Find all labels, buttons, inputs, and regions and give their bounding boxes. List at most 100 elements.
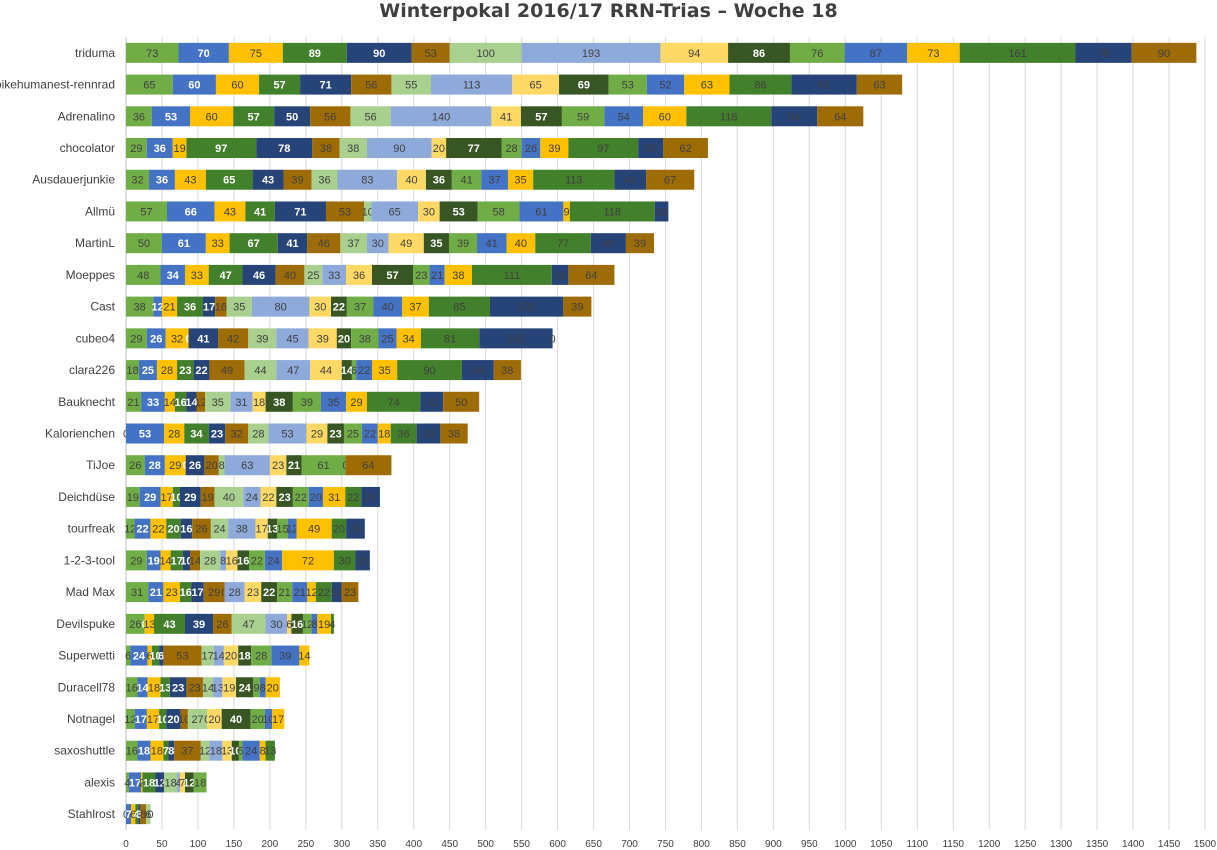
data-label: 18 bbox=[126, 365, 138, 377]
data-label: 21 bbox=[288, 460, 300, 472]
bar-segment bbox=[307, 233, 341, 254]
data-label: 26 bbox=[129, 619, 141, 631]
bar-segment bbox=[226, 296, 252, 317]
bar-segment bbox=[686, 106, 772, 127]
data-label: 4 bbox=[175, 777, 181, 789]
bar-segment bbox=[336, 328, 352, 349]
bar-segment bbox=[315, 582, 332, 603]
data-label: 53 bbox=[425, 48, 437, 60]
data-label: 27 bbox=[191, 714, 203, 726]
bar-segment bbox=[276, 360, 311, 381]
x-tick-label: 900 bbox=[765, 839, 782, 850]
bar-segment bbox=[638, 138, 664, 159]
data-label: 20 bbox=[338, 333, 350, 345]
chart-title: Winterpokal 2016/17 RRN-Trias – Woche 18 bbox=[379, 0, 838, 22]
bar-segment bbox=[209, 740, 223, 761]
bar-segment bbox=[248, 423, 269, 444]
bar-segment bbox=[146, 328, 166, 349]
bar-segment bbox=[186, 391, 197, 412]
data-label: 40 bbox=[405, 175, 417, 187]
bar-segment bbox=[215, 296, 227, 317]
bar-segment bbox=[166, 708, 181, 729]
bar-segment bbox=[250, 708, 265, 729]
bar-segment bbox=[150, 518, 167, 539]
data-label: 40 bbox=[515, 238, 527, 250]
bar-segment bbox=[343, 423, 362, 444]
data-label: 26 bbox=[349, 524, 361, 536]
bar-segment bbox=[446, 138, 502, 159]
data-label: 29 bbox=[208, 587, 220, 599]
bar-segment bbox=[126, 613, 145, 634]
bar-segment bbox=[223, 645, 239, 666]
data-label: 20 bbox=[310, 492, 322, 504]
bar-segment bbox=[137, 677, 148, 698]
bar-segment bbox=[164, 423, 185, 444]
category-label: triduma bbox=[75, 46, 115, 60]
data-label: 10 bbox=[157, 714, 169, 726]
bar-segment bbox=[302, 613, 312, 634]
bar-segment bbox=[663, 138, 708, 159]
data-label: 61 bbox=[317, 460, 329, 472]
data-label: 23 bbox=[172, 682, 184, 694]
bar-segment bbox=[242, 740, 260, 761]
data-label: 13 bbox=[159, 682, 171, 694]
data-label: 86 bbox=[753, 48, 765, 60]
data-label: 4 bbox=[134, 809, 141, 821]
data-label: 73 bbox=[927, 48, 939, 60]
bar-segment bbox=[139, 486, 161, 507]
data-label: 23 bbox=[179, 365, 191, 377]
data-label: 62 bbox=[680, 143, 692, 155]
bar-segment bbox=[331, 296, 347, 317]
data-label: 26 bbox=[189, 460, 201, 472]
data-label: 8 bbox=[219, 460, 225, 472]
data-label: 36 bbox=[154, 143, 166, 155]
bar-segment bbox=[214, 201, 246, 222]
data-label: 57 bbox=[386, 270, 398, 282]
data-label: 53 bbox=[622, 80, 634, 92]
data-label: 19 bbox=[223, 682, 235, 694]
bar-segment bbox=[148, 582, 164, 603]
data-label: 57 bbox=[273, 80, 285, 92]
bar-segment bbox=[430, 74, 513, 95]
data-label: 6 bbox=[130, 809, 136, 821]
bar-segment bbox=[203, 582, 225, 603]
data-label: 12 bbox=[152, 302, 164, 314]
bar-segment bbox=[771, 106, 818, 127]
bar-segment bbox=[520, 106, 562, 127]
bar-segment bbox=[416, 423, 441, 444]
bar-segment bbox=[271, 645, 300, 666]
data-label: 35 bbox=[378, 365, 390, 377]
bar-segment bbox=[307, 582, 316, 603]
data-label: 36 bbox=[184, 302, 196, 314]
data-label: 28 bbox=[149, 460, 161, 472]
data-label: 23 bbox=[166, 587, 178, 599]
bar-segment bbox=[331, 613, 334, 634]
bar-segment bbox=[166, 518, 181, 539]
bar-segment bbox=[402, 296, 429, 317]
data-label: 97 bbox=[597, 143, 609, 155]
data-label: 18 bbox=[164, 777, 176, 789]
x-tick-label: 1000 bbox=[834, 839, 857, 850]
data-label: 41 bbox=[286, 238, 298, 250]
bar-segment bbox=[228, 42, 283, 63]
bar-segment bbox=[646, 74, 685, 95]
bar-segment bbox=[310, 360, 342, 381]
data-label: 71 bbox=[319, 80, 331, 92]
bar-segment bbox=[339, 138, 367, 159]
bar-segment bbox=[238, 645, 252, 666]
data-label: 12 bbox=[305, 587, 317, 599]
data-label: 46 bbox=[318, 238, 330, 250]
x-tick-label: 1100 bbox=[907, 839, 929, 850]
category-label: Superwetti bbox=[58, 649, 115, 663]
data-label: 19 bbox=[655, 206, 667, 218]
data-label: 118 bbox=[603, 206, 621, 218]
category-label: alexis bbox=[84, 775, 115, 789]
data-label: 14 bbox=[298, 651, 310, 663]
bar-segment bbox=[186, 677, 203, 698]
data-label: 44 bbox=[254, 365, 266, 377]
bar-segment bbox=[134, 708, 147, 729]
data-label: 102 bbox=[517, 302, 535, 314]
bar-segment bbox=[177, 772, 180, 793]
x-tick-label: 1150 bbox=[942, 839, 964, 850]
data-label: 59 bbox=[577, 111, 589, 123]
